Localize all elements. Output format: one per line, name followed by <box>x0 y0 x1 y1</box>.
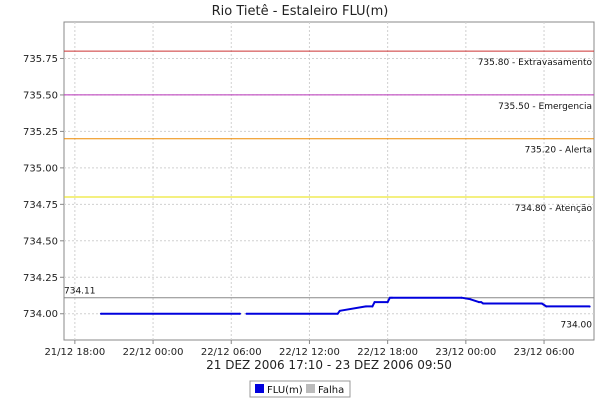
legend-swatch-falha <box>306 384 315 393</box>
x-tick-label: 23/12 06:00 <box>514 347 575 358</box>
data-point <box>99 312 102 315</box>
data-point <box>238 312 241 315</box>
y-tick-label: 734.50 <box>23 236 58 247</box>
data-point <box>545 305 548 308</box>
data-point <box>480 301 483 304</box>
data-point <box>477 301 480 304</box>
y-tick-label: 734.25 <box>23 273 58 284</box>
x-tick-label: 22/12 00:00 <box>123 347 184 358</box>
data-point <box>338 309 341 312</box>
y-tick-label: 735.50 <box>23 90 58 101</box>
x-tick-label: 22/12 18:00 <box>357 347 418 358</box>
legend-label-flu: FLU(m) <box>267 385 303 396</box>
y-axis: 734.00 734.25 734.50 734.75 735.00 735.25 735.… <box>23 54 64 320</box>
x-tick-label: 22/12 06:00 <box>201 347 262 358</box>
grid <box>64 22 594 340</box>
series-layer <box>99 296 591 315</box>
reference-lines: 735.80 - Extravasamento 735.50 - Emergenc… <box>64 50 594 331</box>
reference-line-label: 735.20 - Alerta <box>525 146 592 156</box>
data-point <box>371 305 374 308</box>
data-point <box>540 302 543 305</box>
x-tick-label: 23/12 00:00 <box>435 347 496 358</box>
reference-line-label: 734.80 - Atenção <box>515 204 593 214</box>
legend: FLU(m) Falha <box>249 380 351 398</box>
data-point <box>373 301 376 304</box>
x-tick-label: 22/12 12:00 <box>279 347 340 358</box>
data-point <box>460 296 463 299</box>
data-point <box>469 298 472 301</box>
data-point <box>388 296 391 299</box>
legend-box <box>249 380 351 398</box>
y-tick-label: 735.25 <box>23 127 58 138</box>
legend-label-falha: Falha <box>318 385 344 396</box>
y-tick-label: 734.00 <box>23 309 58 320</box>
data-point <box>386 301 389 304</box>
data-point <box>336 312 339 315</box>
data-point <box>482 302 485 305</box>
max-value-label: 734.11 <box>64 287 96 297</box>
x-axis: 21/12 18:00 22/12 00:00 22/12 06:00 22/12 1… <box>44 340 574 358</box>
data-point <box>364 305 367 308</box>
reference-line-label: 735.50 - Emergencia <box>498 102 592 112</box>
x-tick-label: 21/12 18:00 <box>44 347 105 358</box>
data-point <box>245 312 248 315</box>
x-axis-label: 21 DEZ 2006 17:10 - 23 DEZ 2006 09:50 <box>206 358 452 372</box>
reference-line-label: 735.80 - Extravasamento <box>478 58 593 68</box>
chart-title: Rio Tietê - Estaleiro FLU(m) <box>212 4 389 19</box>
data-point <box>390 296 393 299</box>
data-point <box>588 305 591 308</box>
plot-area <box>63 21 595 341</box>
y-tick-label: 735.00 <box>23 163 58 174</box>
y-tick-label: 735.75 <box>23 54 58 65</box>
last-value-label: 734.00 <box>561 321 593 331</box>
y-tick-label: 734.75 <box>23 200 58 211</box>
legend-swatch-flu <box>255 384 264 393</box>
